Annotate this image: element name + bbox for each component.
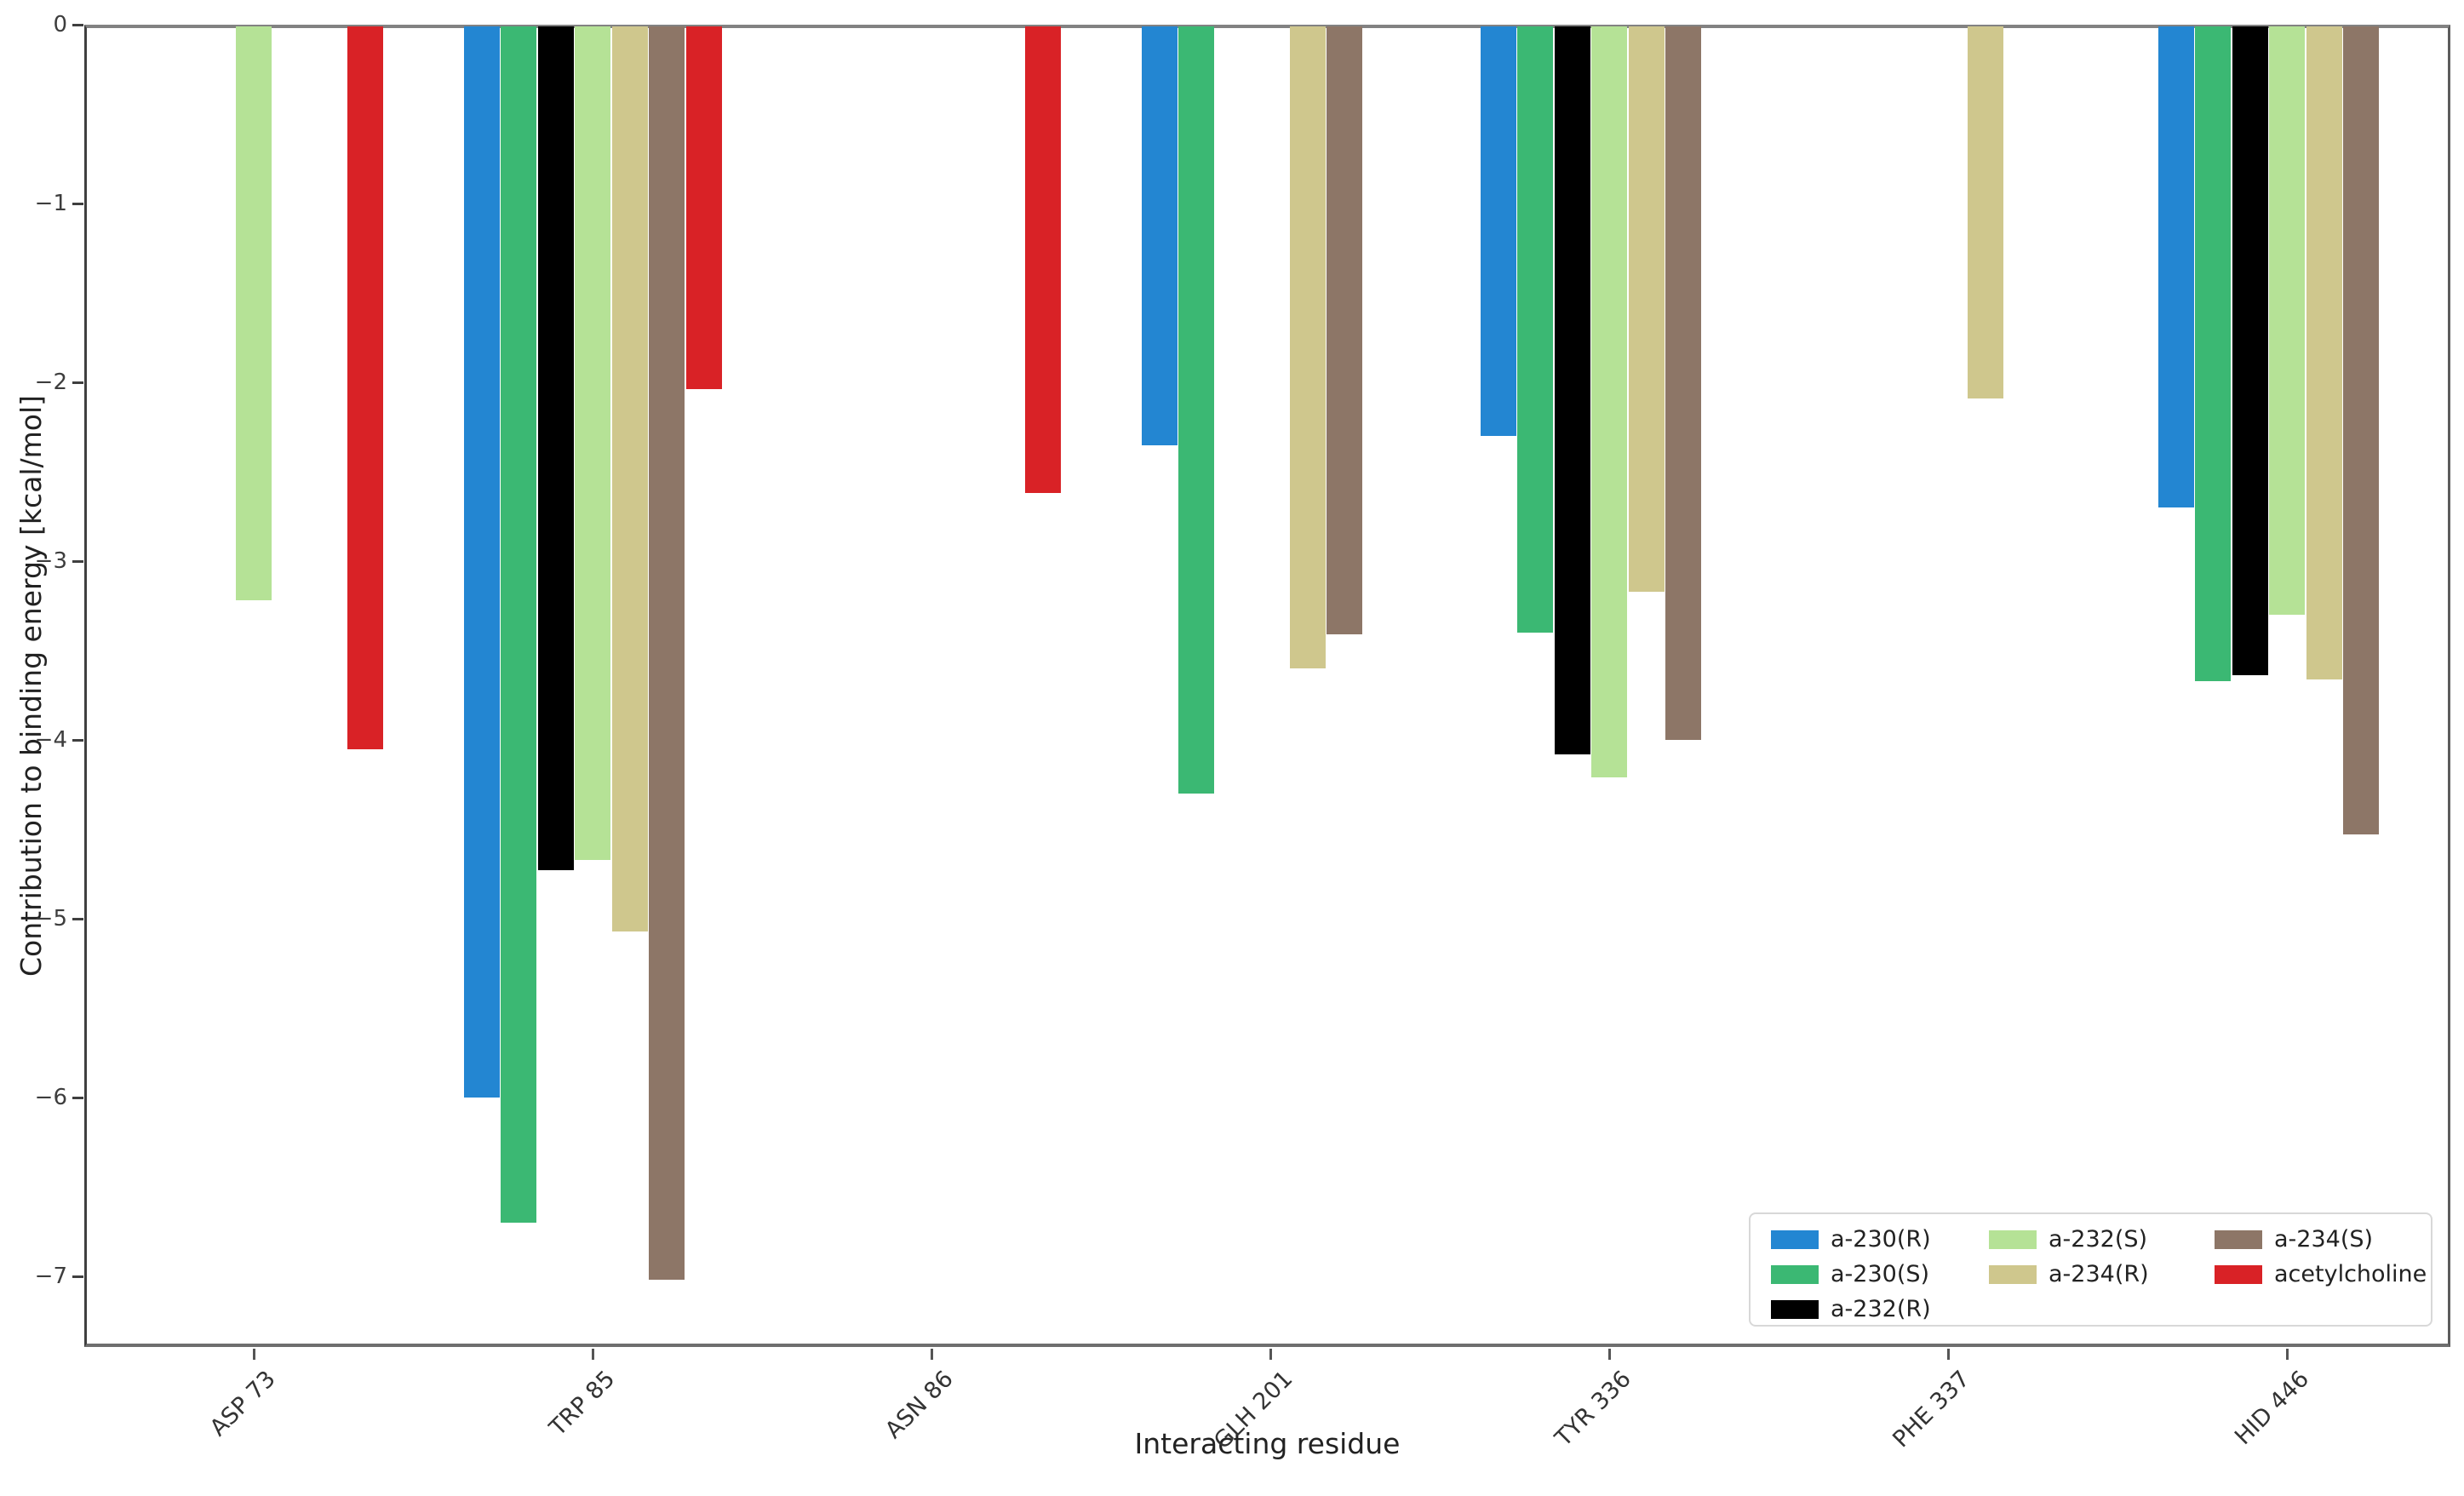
bar-a-230(S)-TYR 336	[1517, 26, 1553, 633]
y-tick-label: −7	[34, 1264, 67, 1289]
legend-swatch-acetylcholine	[2215, 1265, 2262, 1284]
bar-a-230(R)-GLH 201	[1141, 26, 1178, 445]
bar-a-232(S)-TYR 336	[1591, 26, 1627, 778]
legend-swatch-a-230(S)	[1771, 1265, 1819, 1284]
y-tick-label: −6	[34, 1085, 67, 1110]
bar-a-234(S)-TYR 336	[1665, 26, 1701, 740]
y-tick-label: −1	[34, 191, 67, 216]
y-tick-mark	[72, 917, 83, 920]
y-tick-mark	[72, 559, 83, 563]
x-tick-mark	[2285, 1349, 2289, 1360]
bar-a-232(S)-ASP 73	[236, 26, 272, 601]
legend-item-label: a-230(R)	[1831, 1226, 1931, 1252]
legend-swatch-a-234(R)	[1989, 1265, 2037, 1284]
bar-a-232(R)-TYR 336	[1554, 26, 1590, 754]
x-tick-mark	[252, 1349, 255, 1360]
y-tick-mark	[72, 381, 83, 384]
x-tick-mark	[1607, 1349, 1611, 1360]
y-tick-label: −4	[34, 727, 67, 753]
bar-a-234(R)-PHE 337	[1967, 26, 2003, 398]
y-tick-label: −5	[34, 906, 67, 931]
legend-item-label: a-232(R)	[1831, 1296, 1931, 1322]
bar-a-232(S)-TRP 85	[575, 26, 610, 860]
bar-a-232(S)-HID 446	[2269, 26, 2305, 615]
y-tick-mark	[72, 1275, 83, 1278]
x-tick-mark	[1269, 1349, 1272, 1360]
plot-area	[84, 25, 2450, 1347]
y-axis-title-text: Contribution to binding energy [kcal/mol…	[14, 395, 48, 977]
x-tick-mark	[1946, 1349, 1950, 1360]
legend: a-230(R) a-230(S) a-232(R) a-232(S) a-234(R)…	[1749, 1212, 2432, 1327]
legend-swatch-a-230(R)	[1771, 1230, 1819, 1249]
bar-a-234(R)-HID 446	[2306, 26, 2342, 679]
legend-item-label: a-230(S)	[1831, 1261, 1930, 1287]
bar-a-230(R)-HID 446	[2157, 26, 2194, 507]
bar-a-234(S)-GLH 201	[1327, 26, 1362, 635]
bar-a-234(R)-TRP 85	[611, 26, 648, 931]
bar-a-230(S)-HID 446	[2195, 26, 2231, 681]
bar-a-234(S)-TRP 85	[649, 26, 685, 1281]
bar-a-230(R)-TRP 85	[463, 26, 500, 1098]
bar-a-234(R)-GLH 201	[1289, 26, 1326, 668]
y-tick-mark	[72, 738, 83, 742]
y-tick-label: 0	[53, 12, 67, 37]
bar-acetylcholine-TRP 85	[685, 26, 722, 390]
legend-swatch-a-232(S)	[1989, 1230, 2037, 1249]
legend-item-label: acetylcholine	[2274, 1261, 2427, 1287]
bar-a-234(S)-HID 446	[2343, 26, 2379, 835]
bar-a-230(S)-GLH 201	[1178, 26, 1214, 794]
bar-acetylcholine-ASP 73	[347, 26, 383, 749]
bar-a-232(R)-HID 446	[2232, 26, 2268, 676]
y-tick-label: −3	[34, 548, 67, 574]
x-tick-mark	[591, 1349, 594, 1360]
bar-acetylcholine-ASN 86	[1024, 26, 1061, 494]
x-tick-mark	[930, 1349, 933, 1360]
x-axis-title: Interacting residue	[1134, 1427, 1401, 1460]
bar-a-232(R)-TRP 85	[537, 26, 574, 871]
legend-swatch-a-232(R)	[1771, 1300, 1819, 1319]
y-tick-mark	[72, 23, 83, 26]
y-axis-title: Contribution to binding energy [kcal/mol…	[0, 25, 61, 1347]
bar-a-230(R)-TYR 336	[1480, 26, 1516, 436]
legend-item-label: a-234(S)	[2274, 1226, 2374, 1252]
legend-swatch-a-234(S)	[2215, 1230, 2262, 1249]
y-tick-mark	[72, 202, 83, 205]
legend-item-label: a-232(S)	[2049, 1226, 2148, 1252]
y-tick-mark	[72, 1096, 83, 1099]
bar-a-234(R)-TYR 336	[1628, 26, 1665, 592]
y-tick-label: −2	[34, 370, 67, 395]
bar-a-230(S)-TRP 85	[501, 26, 536, 1223]
legend-item-label: a-234(R)	[2049, 1261, 2149, 1287]
